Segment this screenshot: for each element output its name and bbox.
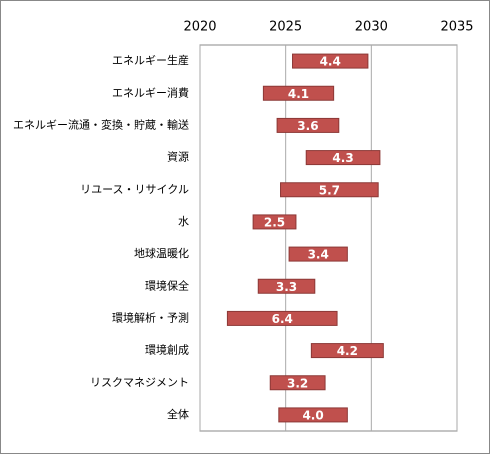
y-tick-label: 環境解析・予測 [112,310,189,324]
value-label: 4.2 [337,344,358,358]
x-tick-label: 2025 [269,20,302,35]
value-label: 4.0 [302,408,323,422]
value-label: 5.7 [319,183,340,197]
y-tick-label: リスクマネジメント [90,376,189,389]
value-label: 4.4 [320,55,341,69]
x-tick-label: 2035 [440,20,473,35]
value-label: 3.3 [276,280,297,294]
value-label: 3.2 [287,376,308,390]
x-tick-label: 2030 [355,20,388,35]
bar [252,214,297,230]
bar [292,53,369,69]
bar [310,343,384,359]
bar [288,246,348,262]
bar [226,310,338,326]
y-tick-label: 水 [178,215,189,228]
y-tick-label: 全体 [167,407,189,421]
y-tick-label: 環境保全 [145,278,189,292]
bar [280,182,379,198]
value-label: 2.5 [264,215,285,229]
bar [305,150,381,166]
value-label: 6.4 [272,312,293,326]
value-label: 4.1 [288,87,309,101]
y-tick-label: 地球温暖化 [134,246,189,260]
value-label: 3.6 [297,119,318,133]
bar [262,85,335,101]
y-tick-label: エネルギー生産 [112,53,189,67]
x-tick-label: 2020 [183,20,216,35]
y-tick-label: 資源 [167,150,189,164]
value-label: 3.4 [308,248,329,262]
y-tick-label: エネルギー消費 [112,85,189,99]
bar [269,375,326,391]
value-label: 4.3 [332,151,353,165]
bar [257,278,316,294]
bar [278,407,348,423]
bar [276,117,340,133]
y-tick-label: エネルギー流通・変換・貯蔵・輸送 [13,117,189,131]
y-tick-label: リユース・リサイクル [80,183,189,196]
y-tick-label: 環境創成 [145,343,189,357]
